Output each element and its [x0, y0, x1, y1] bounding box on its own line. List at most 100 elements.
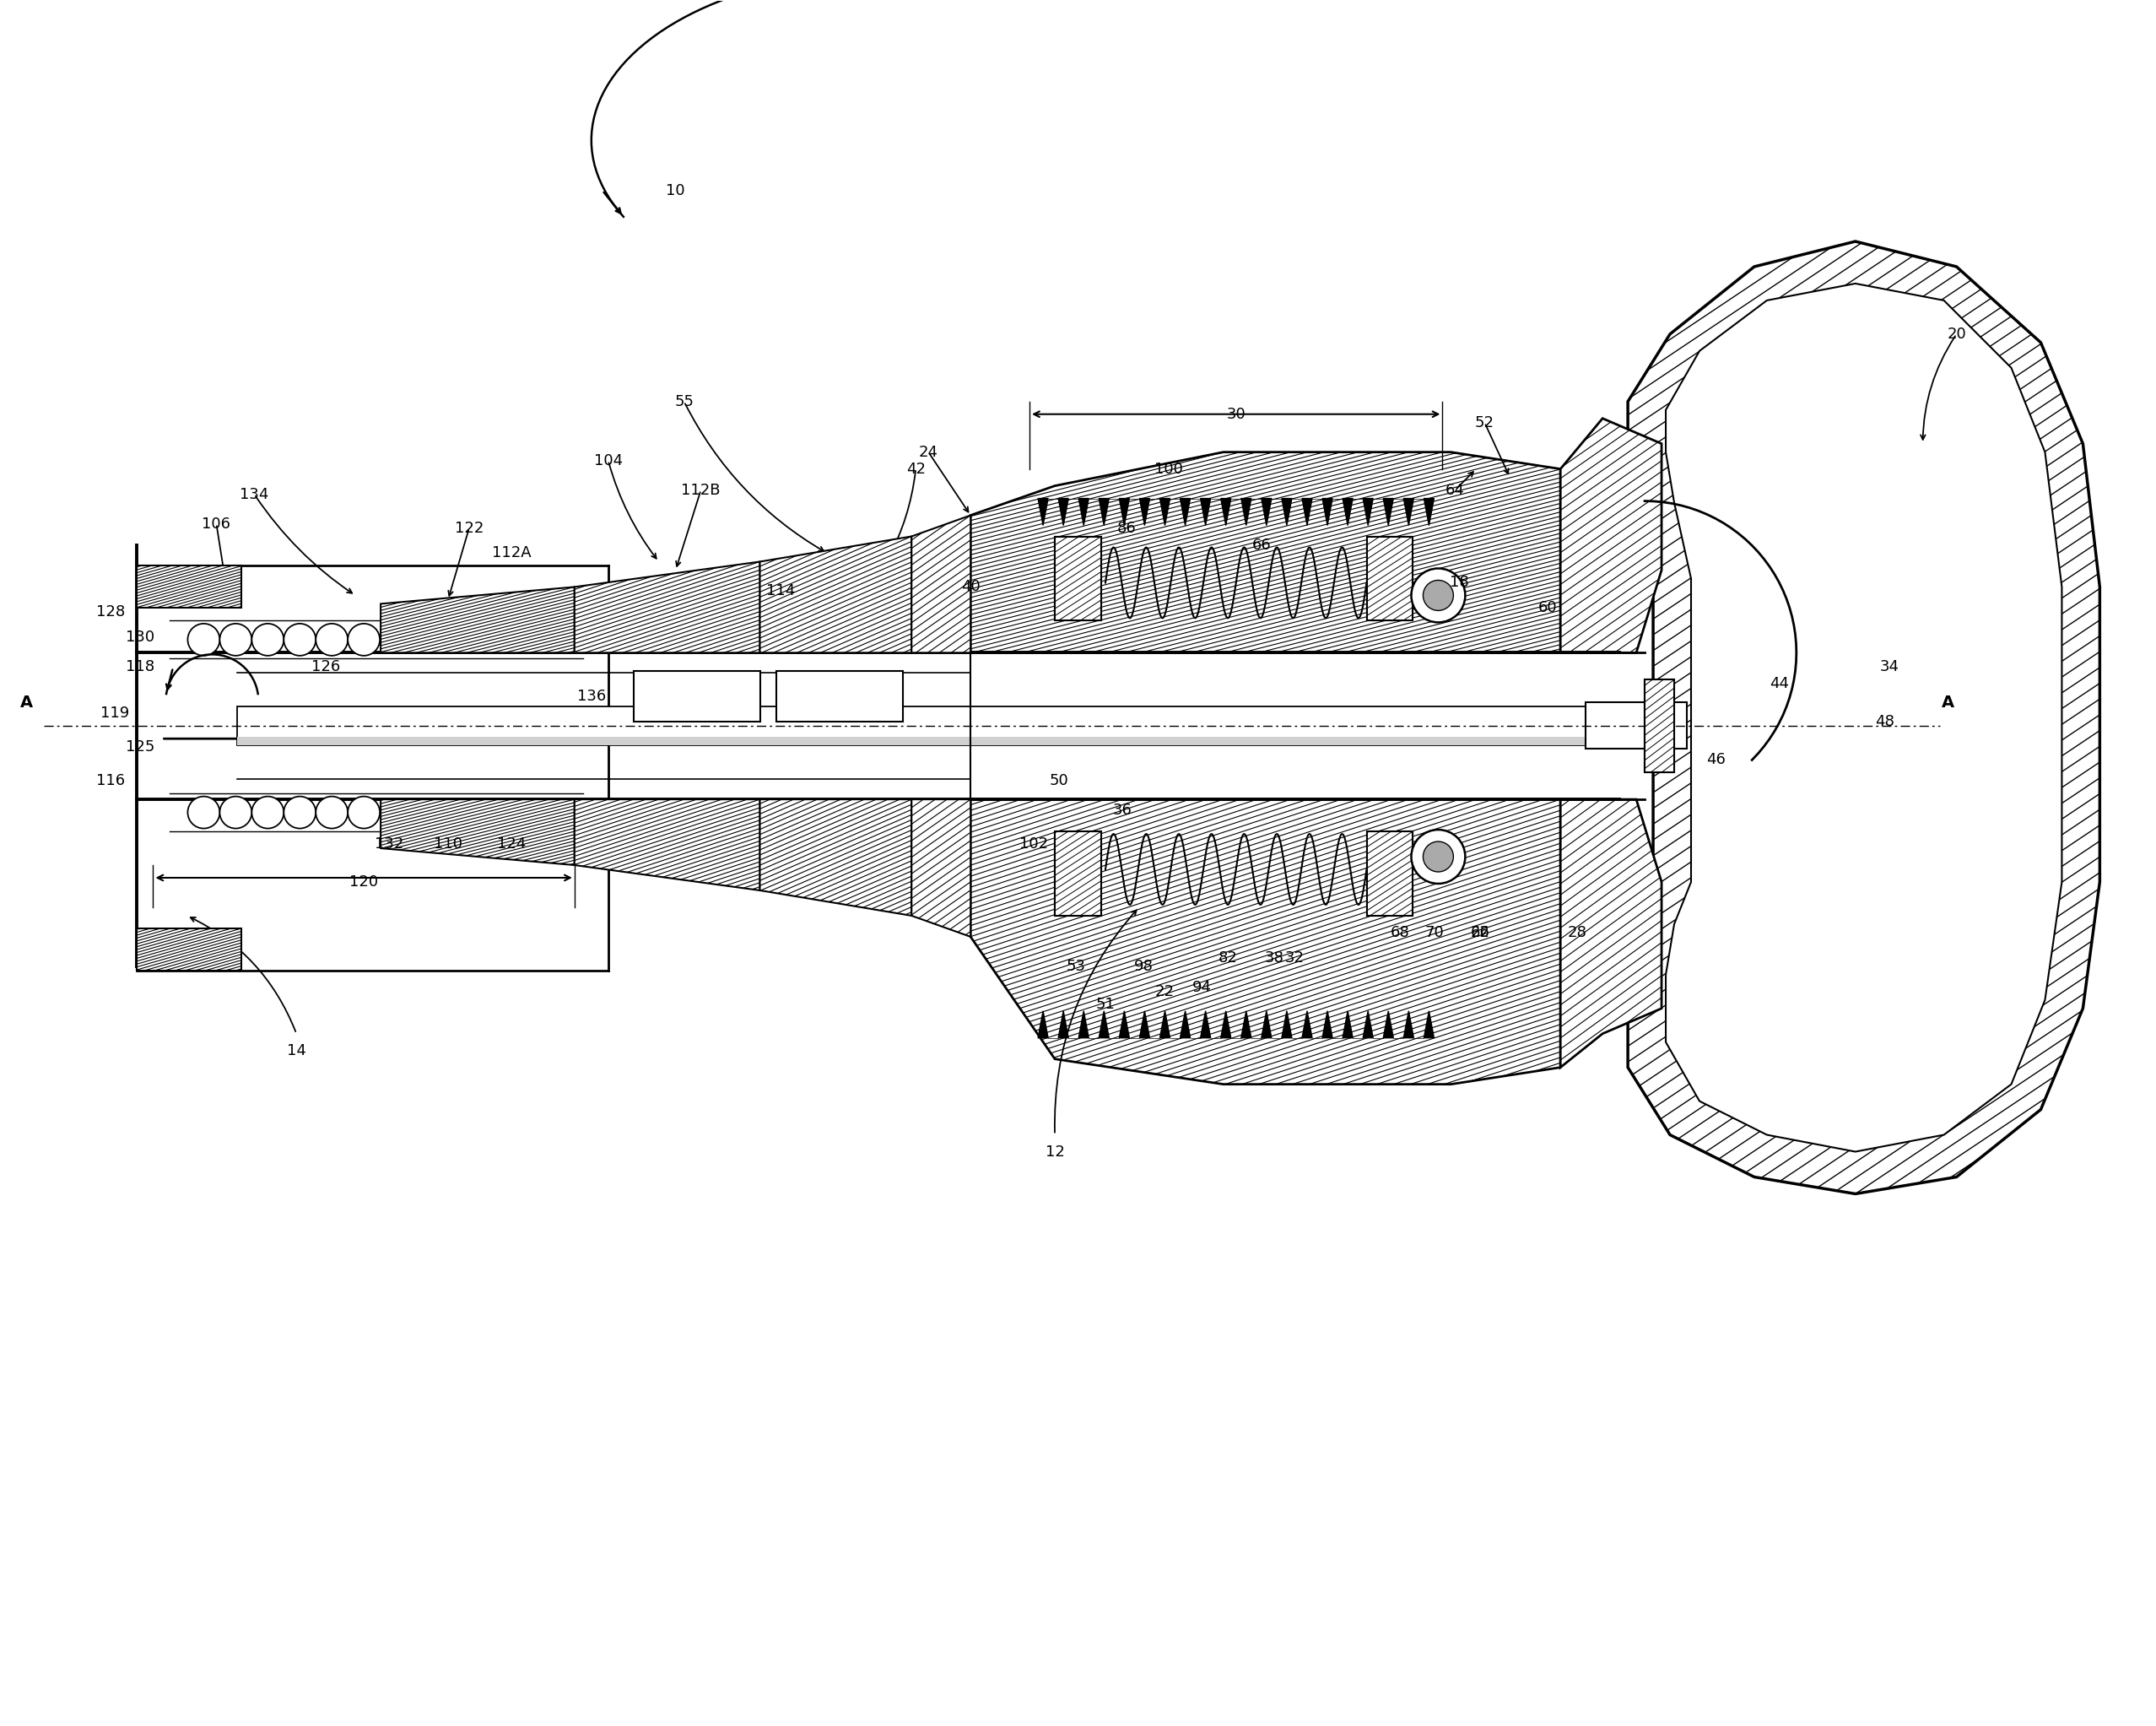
Polygon shape [1343, 499, 1352, 525]
Polygon shape [1141, 1011, 1149, 1037]
Text: 62: 62 [1470, 925, 1490, 941]
Text: 120: 120 [349, 875, 377, 889]
Circle shape [315, 623, 347, 656]
Circle shape [285, 796, 315, 828]
Text: 24: 24 [918, 445, 938, 459]
Bar [1645, 680, 1675, 773]
Polygon shape [1220, 1011, 1231, 1037]
Text: 44: 44 [1770, 677, 1789, 692]
Text: 60: 60 [1537, 601, 1557, 616]
Text: 100: 100 [1153, 461, 1184, 476]
Polygon shape [1059, 1011, 1069, 1037]
Polygon shape [1037, 1011, 1048, 1037]
Text: 112B: 112B [681, 483, 720, 497]
Circle shape [285, 623, 315, 656]
Text: 116: 116 [97, 773, 125, 789]
Circle shape [1412, 568, 1466, 623]
Polygon shape [382, 799, 573, 865]
Polygon shape [1302, 499, 1313, 525]
Bar [237, 737, 1628, 746]
Text: 136: 136 [578, 689, 606, 704]
Bar [1054, 832, 1102, 917]
Text: 18: 18 [1449, 575, 1468, 590]
Text: 50: 50 [1050, 773, 1069, 789]
Text: 126: 126 [310, 659, 341, 675]
Polygon shape [1054, 537, 1102, 621]
Polygon shape [1367, 832, 1412, 917]
Text: 48: 48 [1876, 715, 1895, 730]
Circle shape [188, 623, 220, 656]
Polygon shape [382, 587, 573, 652]
Polygon shape [136, 929, 241, 970]
Text: 55: 55 [675, 394, 694, 409]
Polygon shape [1281, 1011, 1291, 1037]
Text: 51: 51 [1095, 996, 1115, 1011]
Polygon shape [912, 516, 970, 652]
Bar [237, 706, 1628, 746]
Text: 98: 98 [1134, 958, 1153, 973]
Polygon shape [1261, 499, 1272, 525]
Text: 132: 132 [375, 837, 403, 851]
Polygon shape [759, 799, 912, 917]
Polygon shape [136, 566, 241, 608]
Polygon shape [1322, 499, 1332, 525]
Polygon shape [1242, 1011, 1250, 1037]
Polygon shape [1141, 499, 1149, 525]
Polygon shape [1628, 242, 2100, 1194]
Polygon shape [1160, 1011, 1171, 1037]
Text: 36: 36 [1112, 803, 1132, 818]
Polygon shape [1561, 418, 1662, 652]
Text: 118: 118 [125, 659, 155, 675]
Text: 64: 64 [1445, 483, 1464, 497]
Polygon shape [1119, 499, 1130, 525]
Text: 30: 30 [1227, 407, 1246, 421]
Polygon shape [1054, 832, 1102, 917]
Text: 40: 40 [962, 580, 981, 594]
Bar [1585, 702, 1686, 749]
Text: 32: 32 [1285, 951, 1304, 965]
Polygon shape [970, 452, 1561, 652]
Text: 130: 130 [125, 630, 155, 646]
Text: 112A: 112A [492, 545, 530, 561]
Polygon shape [1201, 1011, 1212, 1037]
Text: 53: 53 [1067, 958, 1087, 973]
Polygon shape [1119, 1011, 1130, 1037]
Polygon shape [1667, 283, 2061, 1151]
Text: A: A [1943, 696, 1955, 711]
Bar [634, 671, 759, 721]
Polygon shape [1404, 499, 1414, 525]
Text: 122: 122 [455, 520, 483, 535]
Polygon shape [573, 799, 759, 891]
Text: 106: 106 [203, 516, 231, 532]
Circle shape [252, 623, 285, 656]
Text: 10: 10 [666, 183, 686, 198]
Polygon shape [1100, 499, 1108, 525]
Polygon shape [759, 537, 912, 652]
Text: 82: 82 [1218, 951, 1238, 965]
Polygon shape [970, 799, 1561, 1084]
Text: 52: 52 [1475, 414, 1494, 430]
Polygon shape [912, 799, 970, 937]
Circle shape [220, 796, 252, 828]
Text: 22: 22 [1156, 984, 1175, 999]
Text: 12: 12 [1046, 1144, 1065, 1160]
Polygon shape [1220, 499, 1231, 525]
Polygon shape [1363, 499, 1373, 525]
Text: 110: 110 [433, 837, 461, 851]
Polygon shape [1404, 1011, 1414, 1037]
Polygon shape [1423, 499, 1434, 525]
Polygon shape [1423, 1011, 1434, 1037]
Text: 124: 124 [496, 837, 526, 851]
Text: 14: 14 [287, 1043, 306, 1058]
Polygon shape [1201, 499, 1212, 525]
Text: 114: 114 [768, 583, 796, 599]
Polygon shape [1078, 1011, 1089, 1037]
Polygon shape [1384, 499, 1393, 525]
Polygon shape [1100, 1011, 1108, 1037]
Text: 20: 20 [1947, 326, 1966, 342]
Polygon shape [1281, 499, 1291, 525]
Text: 86: 86 [1117, 520, 1136, 535]
Polygon shape [1343, 1011, 1352, 1037]
Circle shape [1423, 842, 1453, 872]
Text: 26: 26 [1470, 925, 1490, 941]
